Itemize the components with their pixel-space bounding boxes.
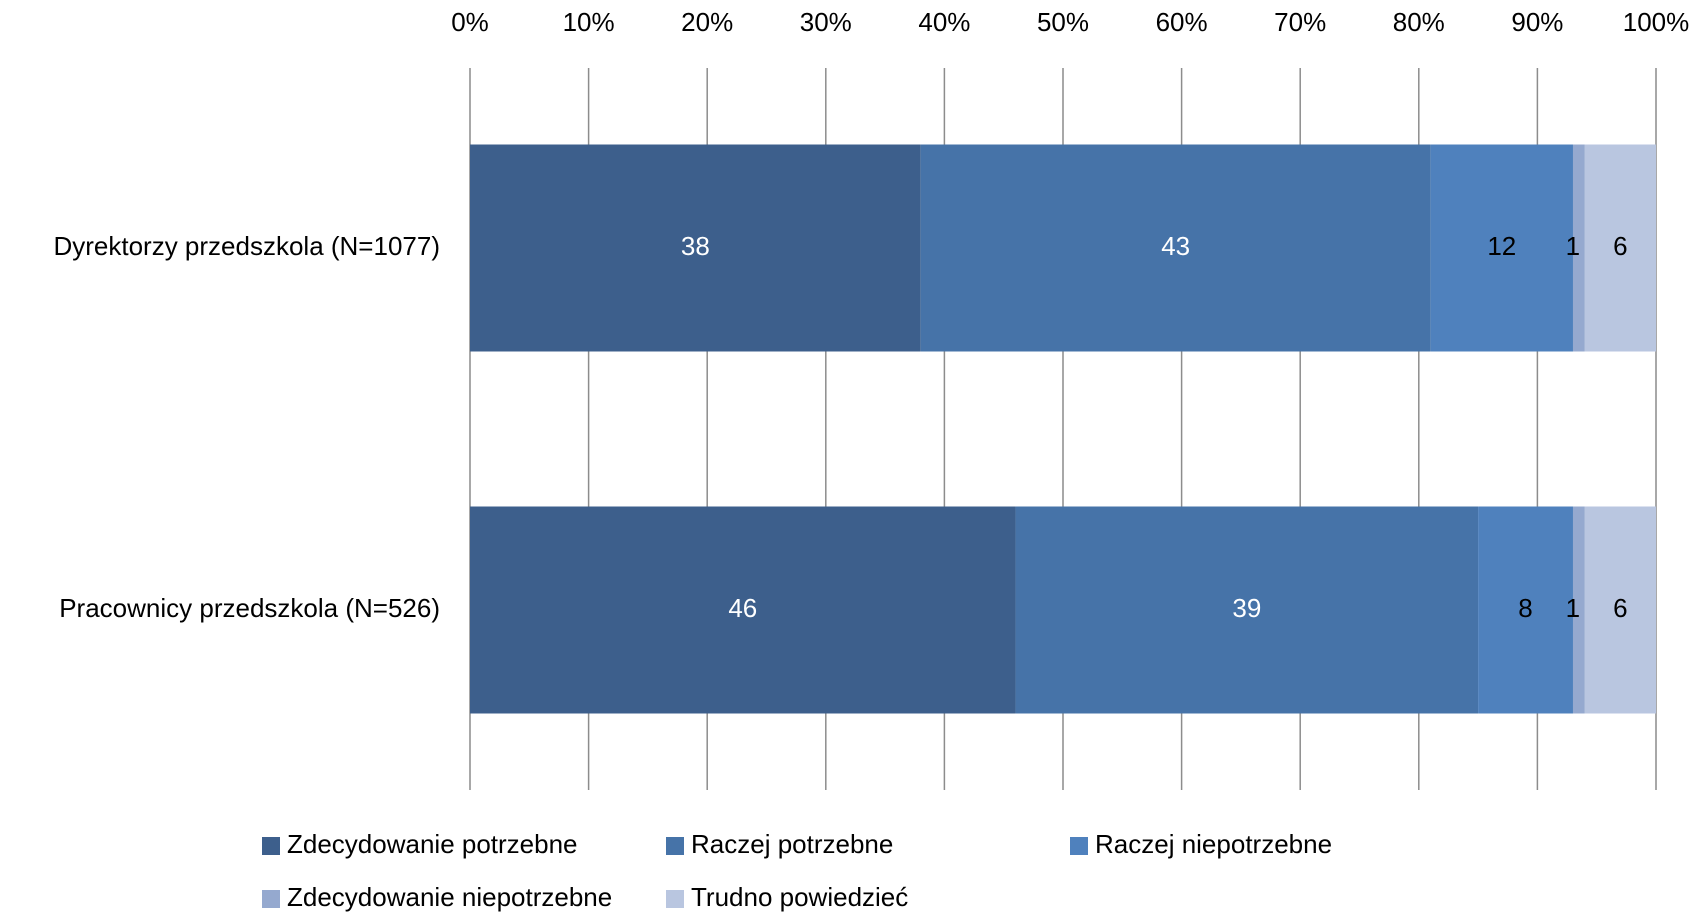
legend-swatch — [1070, 837, 1088, 855]
x-tick-label: 80% — [1393, 7, 1445, 37]
legend-label: Raczej niepotrzebne — [1095, 829, 1332, 859]
bar-segment — [1584, 144, 1656, 352]
x-tick-label: 30% — [800, 7, 852, 37]
data-label: 39 — [1232, 593, 1261, 623]
category-labels: Dyrektorzy przedszkola (N=1077) Pracownic… — [53, 231, 440, 623]
data-label: 6 — [1613, 593, 1627, 623]
bar-segment — [470, 506, 1016, 714]
bars — [470, 144, 1656, 714]
bar-segment — [1430, 144, 1573, 352]
legend-item: Trudno powiedzieć — [666, 882, 908, 912]
legend: Zdecydowanie potrzebne Raczej potrzebne Ra… — [262, 829, 1332, 912]
x-tick-label: 100% — [1623, 7, 1690, 37]
legend-label: Zdecydowanie potrzebne — [287, 829, 578, 859]
legend-item: Zdecydowanie potrzebne — [262, 829, 578, 859]
legend-label: Raczej potrzebne — [691, 829, 893, 859]
data-label: 38 — [681, 231, 710, 261]
x-tick-label: 0% — [451, 7, 489, 37]
legend-swatch — [666, 837, 684, 855]
legend-item: Raczej potrzebne — [666, 829, 893, 859]
bar-segment — [920, 144, 1431, 352]
bar-segment — [1572, 506, 1585, 714]
x-tick-label: 10% — [563, 7, 615, 37]
legend-label: Zdecydowanie niepotrzebne — [287, 882, 612, 912]
data-label: 8 — [1518, 593, 1532, 623]
x-tick-label: 90% — [1511, 7, 1563, 37]
bar-segment — [470, 144, 921, 352]
x-tick-label: 50% — [1037, 7, 1089, 37]
legend-item: Raczej niepotrzebne — [1070, 829, 1332, 859]
data-label: 6 — [1613, 231, 1627, 261]
data-label: 46 — [728, 593, 757, 623]
data-labels: 38 43 12 1 6 46 39 8 1 6 — [681, 231, 1628, 623]
data-label: 1 — [1566, 593, 1580, 623]
bar-segment — [1572, 144, 1585, 352]
data-label: 43 — [1161, 231, 1190, 261]
data-label: 12 — [1487, 231, 1516, 261]
legend-swatch — [262, 890, 280, 908]
data-label: 1 — [1566, 231, 1580, 261]
bar-segment — [1478, 506, 1573, 714]
bar-segment — [1584, 506, 1656, 714]
bar-segment — [1015, 506, 1479, 714]
legend-item: Zdecydowanie niepotrzebne — [262, 882, 612, 912]
legend-swatch — [666, 890, 684, 908]
category-label: Dyrektorzy przedszkola (N=1077) — [53, 231, 440, 261]
category-label: Pracownicy przedszkola (N=526) — [59, 593, 440, 623]
x-tick-labels: 0% 10% 20% 30% 40% 50% 60% 70% 80% 90% 100% — [451, 7, 1689, 37]
x-tick-label: 70% — [1274, 7, 1326, 37]
x-tick-label: 40% — [918, 7, 970, 37]
x-tick-label: 60% — [1156, 7, 1208, 37]
legend-swatch — [262, 837, 280, 855]
x-tick-label: 20% — [681, 7, 733, 37]
legend-label: Trudno powiedzieć — [691, 882, 908, 912]
